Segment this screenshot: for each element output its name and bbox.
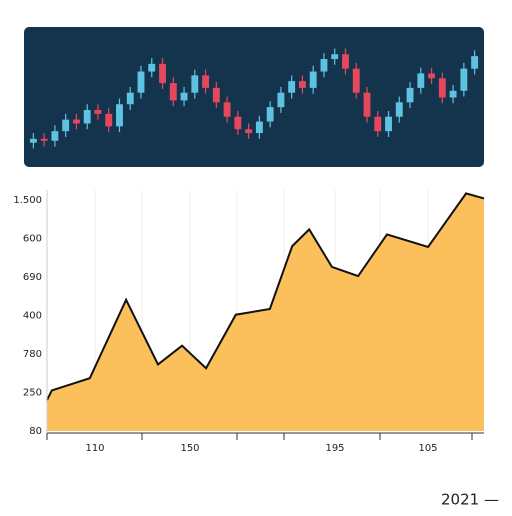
candle-body [116,104,123,127]
area-fill [47,193,484,431]
candle-body [374,116,382,132]
candle-body [406,87,414,103]
x-tick-label: 110 [85,443,104,454]
candle-body [460,68,468,91]
candle-body [438,78,446,98]
y-tick-label: 1.500 [13,195,42,206]
candle-body [94,110,102,114]
candle-body [223,102,231,117]
candle-body [51,131,59,141]
candle-body [245,129,253,134]
candle-body [342,54,349,69]
x-tick-label: 150 [180,443,199,454]
candle-body [288,81,296,93]
footer: 2021 — [441,491,499,509]
candle-body [148,63,156,72]
candle-body [266,107,274,122]
y-tick-label: 600 [23,234,42,245]
candle-body [352,68,360,93]
candle-body [72,119,80,124]
candle-body [62,119,70,132]
candle-body [169,83,177,101]
candle-body [40,138,48,141]
candle-body [137,71,145,93]
candle-body [298,81,306,88]
x-tick-label: 195 [325,443,344,454]
candle-body [234,116,242,130]
y-tick-label: 690 [23,272,42,283]
candle-body [180,92,188,101]
candle-body [320,59,328,72]
candle-body [202,75,210,88]
panel [24,27,484,167]
candle-body [309,71,317,88]
candle-body [105,113,113,127]
candle-body [191,75,199,93]
candle-body [471,56,479,69]
candle-body [385,116,392,132]
candle-body [83,110,91,124]
x-tick-label: 105 [418,443,437,454]
y-tick-label: 80 [29,426,42,437]
candle-body [363,92,371,117]
candle-body [331,54,339,60]
y-tick-label: 400 [23,311,42,322]
candle-body [212,87,220,103]
candle-body [449,90,457,98]
candle-body [255,121,263,134]
y-tick-label: 780 [23,349,42,360]
y-tick-label: 250 [23,388,42,399]
area-line [46,192,485,401]
candle-body [428,73,436,79]
candle-body [159,63,166,84]
candle-body [126,92,134,105]
candle-body [417,73,425,88]
candle-body [277,92,285,108]
candle-body [29,138,37,143]
candle-body [395,102,403,117]
